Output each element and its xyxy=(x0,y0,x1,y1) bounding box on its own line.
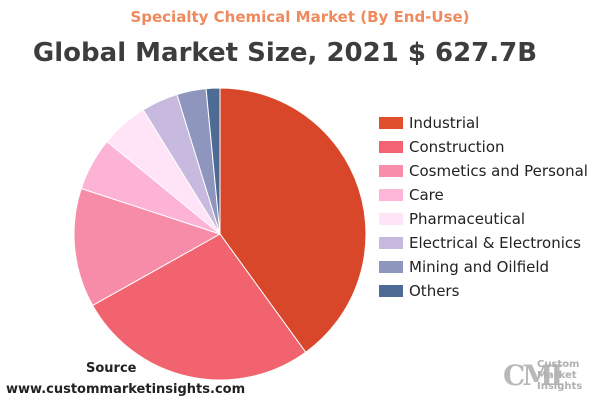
pie-slice xyxy=(219,87,367,353)
source-label: Source xyxy=(86,361,137,376)
legend-label: Construction xyxy=(409,138,505,156)
chart-subtitle: Specialty Chemical Market (By End-Use) xyxy=(130,8,470,26)
legend-label: Pharmaceutical xyxy=(409,210,526,228)
legend-swatch xyxy=(379,141,403,153)
chart-legend: Industrial Construction Cosmetics and Pers… xyxy=(379,111,588,303)
legend-swatch xyxy=(379,285,403,297)
legend-label: Electrical & Electronics xyxy=(409,234,581,252)
legend-swatch xyxy=(379,165,403,177)
legend-item: Pharmaceutical xyxy=(379,207,588,231)
legend-swatch xyxy=(379,213,403,225)
legend-item: Care xyxy=(379,183,588,207)
logo-word: Market xyxy=(537,370,577,381)
legend-label: Cosmetics and Personal xyxy=(409,162,588,180)
legend-swatch xyxy=(379,261,403,273)
pie-slice xyxy=(205,87,221,235)
legend-label: Others xyxy=(409,282,460,300)
legend-swatch xyxy=(379,189,403,201)
legend-item: Construction xyxy=(379,135,588,159)
legend-label: Care xyxy=(409,186,444,204)
legend-item: Mining and Oilfield xyxy=(379,255,588,279)
logo-mark: CMI xyxy=(503,359,563,392)
legend-label: Mining and Oilfield xyxy=(409,258,550,276)
pie-slice xyxy=(73,187,222,307)
legend-item: Electrical & Electronics xyxy=(379,231,588,255)
legend-item: Industrial xyxy=(379,111,588,135)
legend-item: Others xyxy=(379,279,588,303)
company-logo: CMI Custom Market Insights xyxy=(503,355,599,399)
legend-item: Cosmetics and Personal xyxy=(379,159,588,183)
logo-word: Custom xyxy=(537,359,580,370)
logo-word: Insights xyxy=(537,381,583,392)
legend-label: Industrial xyxy=(409,114,480,132)
source-url[interactable]: www.custommarketinsights.com xyxy=(6,382,246,397)
chart-title: Global Market Size, 2021 $ 627.7B xyxy=(32,38,538,68)
pie-slice xyxy=(91,233,307,381)
logo-wordmark: Custom Market Insights xyxy=(537,359,582,392)
legend-swatch xyxy=(379,117,403,129)
legend-swatch xyxy=(379,237,403,249)
